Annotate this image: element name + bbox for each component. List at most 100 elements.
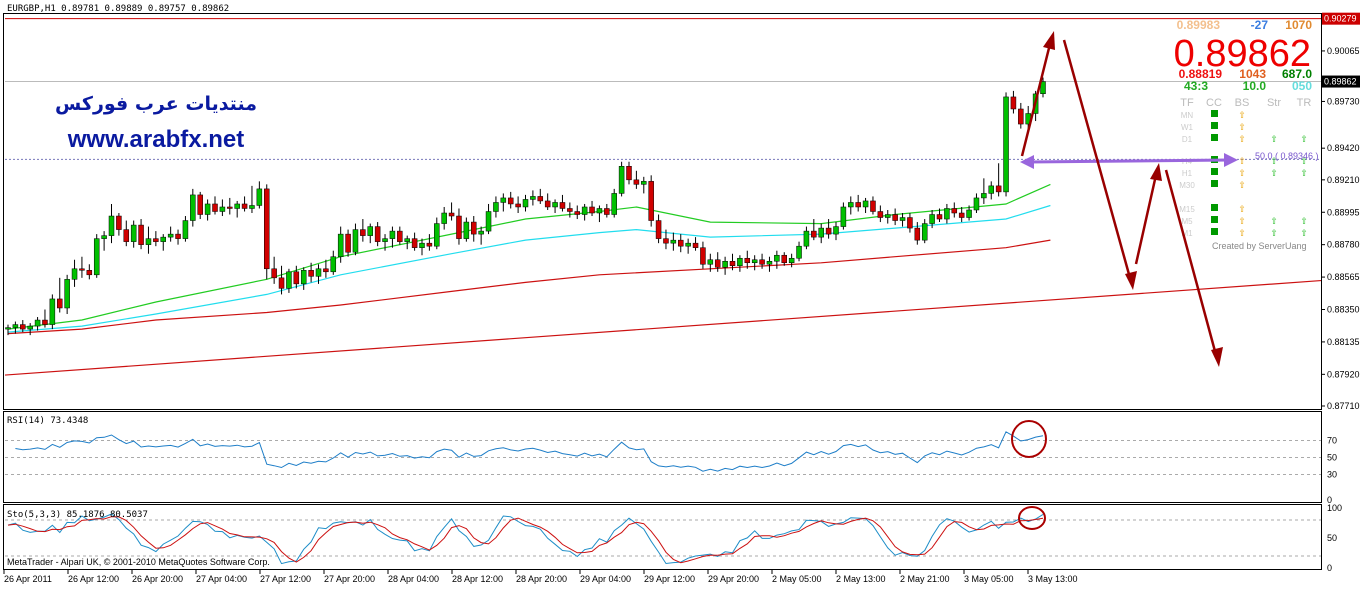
candle-body: [308, 270, 314, 277]
time-tick-label: 28 Apr 20:00: [516, 574, 567, 584]
candle-body: [796, 245, 802, 259]
candle-body: [404, 238, 410, 242]
tf-label: M5: [1181, 217, 1193, 226]
candle-body: [700, 247, 706, 265]
sto-tick-label: 100: [1327, 503, 1342, 513]
price-tick-label: 0.90065: [1327, 46, 1360, 56]
candle-body: [500, 197, 507, 203]
candle-body: [93, 238, 100, 276]
candle-body: [885, 214, 891, 218]
candle-body: [567, 208, 573, 212]
candle-body: [892, 214, 898, 221]
cc-square: [1211, 228, 1218, 235]
candle-body: [204, 203, 211, 215]
candle-body: [766, 261, 773, 265]
sto-tick-label: 50: [1327, 533, 1337, 543]
candle-body: [870, 200, 876, 212]
candle-body: [212, 203, 218, 212]
candle-body: [397, 230, 403, 242]
time-tick-label: 26 Apr 12:00: [68, 574, 119, 584]
info-row2-b: 1043: [1239, 67, 1266, 81]
cc-square: [1211, 216, 1218, 223]
candle-body: [197, 194, 203, 215]
rsi-tick-label: 0: [1327, 495, 1332, 505]
candle-body: [966, 209, 972, 218]
candle-body: [936, 214, 943, 220]
candle-body: [175, 233, 181, 239]
info-row3-b: 10.0: [1243, 79, 1267, 93]
sto-pane[interactable]: [3, 504, 1322, 570]
info-headers: TF CC BS Str TR: [1180, 97, 1311, 109]
str-arrow-icon: ⇧: [1270, 216, 1278, 226]
tr-arrow-icon: ⇧: [1300, 156, 1308, 166]
candle-body: [722, 261, 728, 268]
candle-body: [374, 226, 381, 242]
time-tick-label: 2 May 21:00: [900, 574, 950, 584]
candle-body: [360, 229, 366, 236]
projection-arrows: [1020, 31, 1223, 367]
candle-body: [714, 259, 721, 268]
candle-body: [781, 254, 787, 264]
candle-body: [411, 238, 418, 248]
candle-body: [367, 226, 373, 236]
candle-body: [988, 185, 994, 194]
candle-body: [921, 223, 928, 241]
candle-body: [42, 319, 48, 325]
candle-body: [330, 256, 337, 273]
candle-body: [737, 257, 743, 267]
candle-body: [323, 268, 329, 273]
candle-body: [833, 226, 839, 235]
candle-body: [71, 268, 78, 280]
candle-body: [471, 221, 477, 235]
time-tick-label: 29 Apr 20:00: [708, 574, 759, 584]
candle-body: [64, 279, 70, 309]
candle-body: [973, 197, 980, 211]
footer-copyright: MetaTrader - Alpari UK, © 2001-2010 Meta…: [7, 557, 270, 567]
candle-body: [337, 233, 344, 257]
candle-body: [618, 166, 625, 194]
candle-body: [818, 227, 824, 238]
info-row2-a: 0.88819: [1179, 67, 1223, 81]
candle-body: [944, 208, 950, 220]
candle-body: [611, 193, 617, 215]
resistance-tag-label: 0.90279: [1324, 14, 1357, 24]
time-tick-label: 29 Apr 04:00: [580, 574, 631, 584]
candle-body: [848, 202, 854, 208]
candle-body: [1010, 96, 1017, 110]
time-tick-label: 26 Apr 20:00: [132, 574, 183, 584]
rsi-indicator: 70 50 30 0: [5, 431, 1337, 505]
tr-arrow-icon: ⇧: [1300, 134, 1308, 144]
candle-body: [382, 238, 388, 242]
candle-body: [685, 242, 691, 247]
price-tick-label: 0.88350: [1327, 304, 1360, 314]
candle-body: [574, 211, 580, 215]
candle-body: [825, 227, 832, 235]
candle-body: [626, 166, 632, 181]
price-tick-label: 0.89420: [1327, 143, 1360, 153]
info-header-str: Str: [1267, 97, 1281, 109]
time-tick-label: 3 May 05:00: [964, 574, 1014, 584]
chart-header: EURGBP,H1 0.89781 0.89889 0.89757 0.8986…: [7, 4, 229, 14]
candle-body: [123, 229, 130, 242]
info-row3-a: 43:3: [1184, 79, 1208, 93]
candle-body: [744, 257, 751, 264]
big-price: 0.89862: [1174, 33, 1311, 75]
bs-arrow-icon: ⇧: [1238, 134, 1246, 144]
info-row3-c: 050: [1292, 79, 1312, 93]
candle-body: [692, 242, 699, 248]
candle-body: [1003, 96, 1009, 193]
info-top-left: 0.89983: [1177, 18, 1221, 32]
cc-square: [1211, 122, 1218, 129]
candle-body: [648, 181, 654, 221]
time-tick-label: 27 Apr 12:00: [260, 574, 311, 584]
candle-body: [670, 239, 677, 244]
candle-body: [729, 261, 736, 267]
candle-body: [456, 215, 462, 239]
candles: [5, 77, 1046, 336]
tr-arrow-icon: ⇧: [1300, 168, 1308, 178]
candle-body: [604, 208, 610, 215]
info-rows: MN⇧W1⇧D1⇧⇧⇧H4⇧⇧⇧H1⇧⇧⇧M30⇧M15⇧M5⇧⇧⇧M1⇧⇧⇧: [1179, 110, 1308, 238]
info-header-tf: TF: [1180, 97, 1194, 109]
candle-body: [34, 319, 41, 327]
